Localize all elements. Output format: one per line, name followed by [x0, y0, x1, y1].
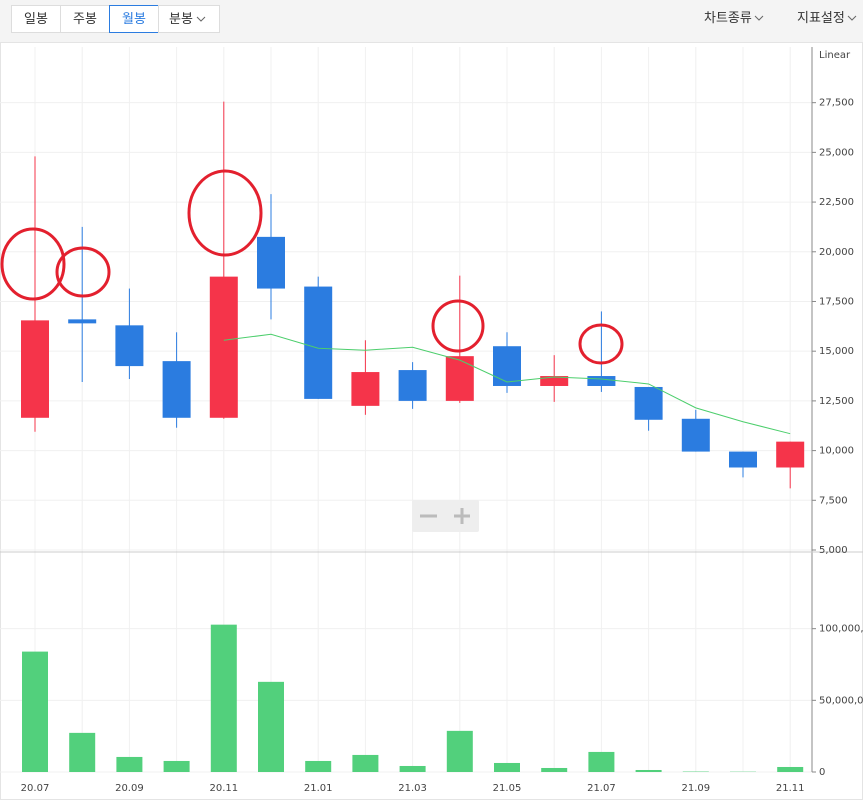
period-button[interactable]: 주봉 [60, 5, 110, 33]
x-tick-label: 21.11 [776, 783, 805, 794]
volume-bar [258, 681, 284, 772]
candle-body [257, 236, 285, 289]
menu-label: 차트종류 [704, 11, 752, 26]
volume-bar [22, 651, 48, 772]
candle-body [540, 376, 569, 386]
chevron [754, 15, 764, 21]
period-label: 분봉 [169, 12, 193, 27]
volume-bar [494, 762, 520, 772]
x-tick-label: 21.07 [587, 783, 616, 794]
highlight-circle [431, 299, 485, 353]
volume-bar [588, 751, 615, 772]
period-button[interactable]: 일봉 [11, 5, 61, 33]
y-tick-label: 0 [819, 767, 825, 778]
x-tick-label: 20.09 [115, 783, 144, 794]
candle-body [634, 386, 663, 420]
candle-body [162, 361, 191, 418]
volume-bar [210, 624, 237, 772]
y-tick-label: 5,000 [819, 545, 848, 556]
volume-bar [163, 760, 190, 772]
volume-bar [116, 756, 143, 772]
menu-label: 지표설정 [797, 11, 845, 26]
volume-bar [69, 732, 96, 772]
y-tick-label: 22,500 [819, 197, 854, 208]
candle-body [398, 370, 427, 401]
candle-body [304, 286, 333, 399]
annotations [0, 169, 624, 365]
y-tick-label: 25,000 [819, 147, 854, 158]
candle-body [776, 441, 805, 468]
y-tick-label: 17,500 [819, 296, 854, 307]
candle-body [21, 320, 49, 418]
y-tick-label: 20,000 [819, 247, 854, 258]
candle-body [209, 276, 238, 418]
highlight-circle [55, 246, 111, 298]
candle-body [68, 319, 97, 324]
grid [0, 47, 812, 773]
volume-bar [352, 754, 379, 772]
candle-body [681, 418, 710, 452]
chart: Linear 5,000 7,500 10,000 12,500 15,000 17,50… [0, 42, 863, 800]
scale-label: Linear [819, 50, 851, 61]
highlight-circle [187, 169, 263, 257]
zoom-control [412, 500, 479, 532]
candle-body [445, 356, 474, 401]
y-tick-label: 12,500 [819, 396, 854, 407]
y-tick-label: 100,000,000 [819, 624, 863, 635]
volume-bar [305, 760, 332, 772]
highlight-circle [578, 323, 624, 365]
toolbar: 일봉 주봉 월봉 분봉 차트종류 지표설정 [0, 0, 863, 42]
candle-body [729, 451, 757, 468]
x-tick-label: 21.01 [304, 783, 333, 794]
y-tick-label: 7,500 [819, 495, 848, 506]
period-dropdown[interactable]: 분봉 [158, 5, 220, 33]
y-tick-label: 15,000 [819, 346, 854, 357]
candle-body [115, 325, 144, 367]
candle-body [351, 372, 380, 406]
period-button[interactable]: 월봉 [109, 5, 159, 33]
chart-type-menu[interactable]: 차트종류 [704, 5, 764, 33]
candle-body [587, 376, 616, 386]
moving-average-line [223, 333, 791, 435]
highlight-circle [0, 227, 66, 301]
chart-frame [0, 42, 863, 800]
x-tick-label: 21.03 [398, 783, 427, 794]
y-tick-label: 27,500 [819, 98, 854, 109]
x-tick-label: 20.11 [209, 783, 238, 794]
volume-bar [635, 769, 662, 772]
x-tick-label: 21.09 [681, 783, 710, 794]
volume-bar [541, 767, 568, 772]
indicator-menu[interactable]: 지표설정 [797, 5, 863, 33]
marks [21, 101, 805, 772]
volume-bar [777, 766, 804, 772]
chevron [847, 15, 857, 21]
x-tick-label: 21.05 [493, 783, 522, 794]
volume-bar [399, 765, 426, 772]
chevron [196, 16, 206, 22]
y-tick-label: 10,000 [819, 446, 854, 457]
x-tick-label: 20.07 [21, 783, 50, 794]
candle-body [493, 346, 521, 386]
y-tick-label: 50,000,000 [819, 695, 863, 706]
volume-bar [446, 730, 473, 772]
